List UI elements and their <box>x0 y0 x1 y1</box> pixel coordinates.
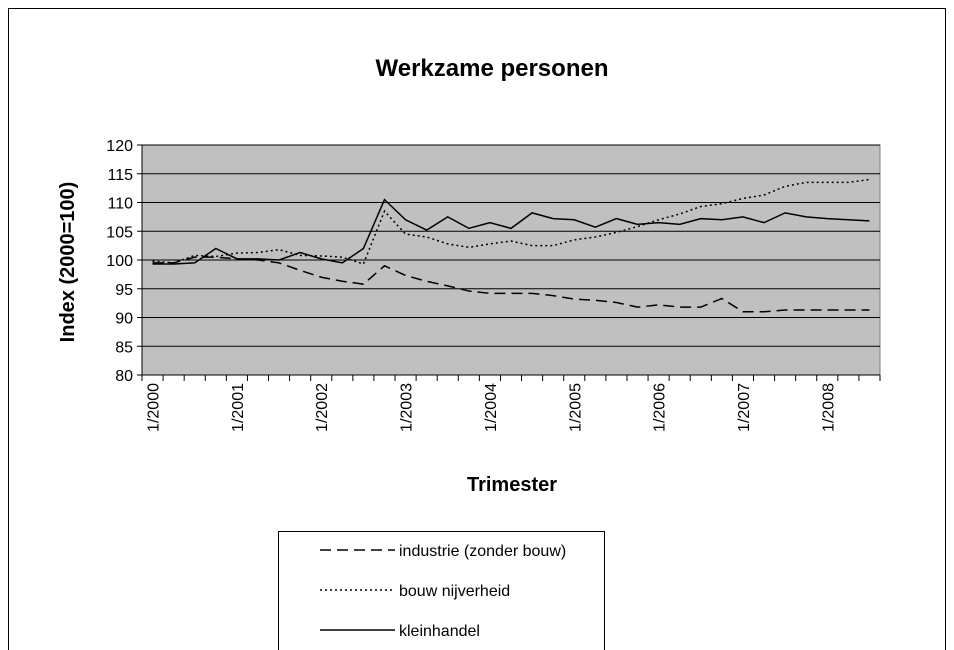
x-tick-label: 1/2002 <box>314 383 331 432</box>
y-axis-label: Index (2000=100) <box>57 182 79 343</box>
x-tick-label: 1/2008 <box>820 383 837 432</box>
y-tick-label: 95 <box>115 282 133 299</box>
x-tick-label: 1/2004 <box>483 383 500 432</box>
y-tick-label: 105 <box>106 224 133 241</box>
x-tick-label: 1/2003 <box>399 383 416 432</box>
legend-label: industrie (zonder bouw) <box>399 543 566 560</box>
x-tick-label: 1/2000 <box>146 383 163 432</box>
line-series <box>152 178 870 265</box>
line-series <box>152 256 870 313</box>
y-tick-label: 110 <box>107 196 133 213</box>
y-tick-label: 100 <box>106 253 133 270</box>
legend-label: bouw nijverheid <box>399 583 510 600</box>
y-tick-label: 120 <box>106 138 133 155</box>
x-tick-label: 1/2005 <box>567 383 584 432</box>
x-axis-label: Trimester <box>467 474 557 496</box>
x-tick-label: 1/2007 <box>736 383 753 432</box>
y-tick-label: 90 <box>115 311 133 328</box>
legend-label: kleinhandel <box>399 623 480 640</box>
x-tick-label: 1/2001 <box>230 383 247 432</box>
y-tick-label: 80 <box>115 368 133 385</box>
y-tick-label: 85 <box>115 339 133 356</box>
chart-title: Werkzame personen <box>376 55 609 82</box>
y-tick-label: 115 <box>107 167 133 184</box>
line-series <box>152 198 870 265</box>
x-tick-label: 1/2006 <box>652 383 669 432</box>
